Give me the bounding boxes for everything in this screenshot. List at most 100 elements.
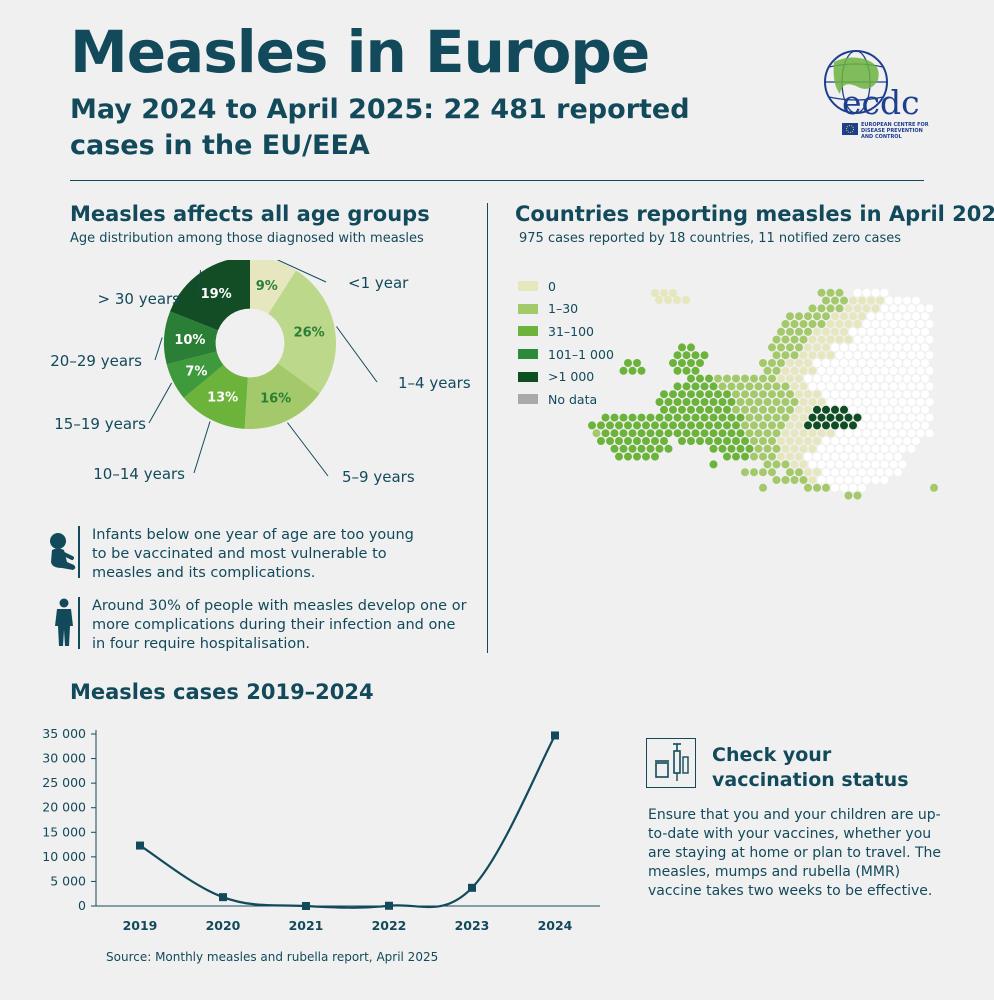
map-hex-cell bbox=[876, 405, 884, 414]
map-hex-cell bbox=[831, 327, 839, 336]
map-hex-cell bbox=[615, 421, 623, 430]
map-hex-cell bbox=[813, 452, 821, 461]
map-hex-cell bbox=[786, 312, 794, 321]
map-hex-cell bbox=[876, 374, 884, 383]
page-subtitle: May 2024 to April 2025: 22 481 reported … bbox=[70, 94, 690, 161]
legend-item: 0 bbox=[518, 275, 614, 298]
map-hex-cell bbox=[885, 390, 893, 399]
x-tick-label: 2021 bbox=[289, 918, 324, 933]
map-hex-cell bbox=[880, 398, 889, 406]
map-hex-cell bbox=[862, 460, 871, 469]
map-hex-cell bbox=[691, 398, 700, 406]
map-hex-cell bbox=[903, 312, 911, 321]
map-hex-cell bbox=[853, 320, 862, 328]
map-hex-cell bbox=[799, 460, 808, 469]
map-hex-cell bbox=[817, 366, 826, 375]
map-hex-cell bbox=[921, 312, 929, 321]
map-hex-cell bbox=[853, 304, 862, 313]
map-hex-cell bbox=[930, 483, 938, 492]
map-hex-cell bbox=[786, 452, 794, 461]
map-hex-cell bbox=[772, 444, 781, 453]
map-hex-cell bbox=[921, 327, 929, 336]
ecdc-logo: ecdc EUROPEAN CENTRE FOR DISEASE PREVENT… bbox=[820, 50, 930, 145]
map-hex-cell bbox=[867, 359, 875, 367]
map-hex-cell bbox=[831, 405, 839, 414]
map-hex-cell bbox=[858, 437, 866, 445]
map-hex-cell bbox=[655, 444, 664, 453]
map-hex-cell bbox=[741, 421, 749, 430]
map-hex-cell bbox=[772, 398, 781, 406]
map-hex-cell bbox=[894, 437, 902, 445]
infants-note: Infants below one year of age are too yo… bbox=[92, 527, 414, 581]
map-hex-cell bbox=[673, 351, 682, 360]
map-hex-cell bbox=[772, 382, 781, 391]
map-hex-cell bbox=[835, 460, 844, 469]
map-hex-cell bbox=[921, 405, 929, 414]
map-hex-cell bbox=[777, 327, 785, 336]
map-hex-cell bbox=[871, 366, 880, 375]
map-hex-cell bbox=[759, 359, 767, 367]
map-hex-cell bbox=[795, 405, 803, 414]
map-hex-cell bbox=[880, 366, 889, 375]
map-hex-cell bbox=[655, 413, 664, 422]
map-hex-cell bbox=[898, 398, 907, 406]
map-hex-cell bbox=[831, 483, 839, 492]
cases-line-chart: 35 000 30 000 25 000 20 000 15 000 10 000 5 00… bbox=[42, 726, 600, 933]
map-hex-cell bbox=[696, 390, 704, 399]
map-hex-cell bbox=[903, 437, 911, 445]
map-hex-cell bbox=[633, 452, 641, 461]
map-hex-cell bbox=[862, 304, 871, 313]
map-hex-cell bbox=[858, 312, 866, 321]
map-hex-cell bbox=[835, 335, 844, 344]
map-hex-cell bbox=[651, 437, 659, 445]
map-hex-cell bbox=[889, 398, 898, 406]
map-hex-cell bbox=[867, 327, 875, 336]
map-hex-cell bbox=[687, 437, 695, 445]
map-hex-cell bbox=[682, 413, 691, 422]
map-hex-cell bbox=[799, 320, 808, 328]
map-hex-cell bbox=[790, 476, 799, 484]
map-hex-cell bbox=[813, 437, 821, 445]
map-hex-cell bbox=[907, 444, 916, 453]
map-hex-cell bbox=[817, 288, 826, 297]
map-hex-cell bbox=[664, 429, 673, 438]
map-hex-cell bbox=[885, 359, 893, 367]
map-hex-cell bbox=[862, 366, 871, 375]
map-hex-cell bbox=[777, 343, 785, 352]
map-hex-cell bbox=[768, 468, 776, 477]
map-hex-cell bbox=[871, 398, 880, 406]
map-hex-cell bbox=[795, 390, 803, 399]
map-hex-cell bbox=[799, 429, 808, 438]
y-tick-label: 35 000 bbox=[42, 726, 86, 741]
map-hex-cell bbox=[817, 382, 826, 391]
map-hex-cell bbox=[687, 405, 695, 414]
map-section-title: Countries reporting measles in April 202… bbox=[515, 202, 994, 226]
map-hex-cell bbox=[673, 366, 682, 375]
map-hex-cell bbox=[597, 421, 605, 430]
map-hex-cell bbox=[804, 312, 812, 321]
map-hex-cell bbox=[822, 312, 830, 321]
map-hex-cell bbox=[831, 437, 839, 445]
donut-value-label: 7% bbox=[185, 364, 207, 379]
map-hex-cell bbox=[759, 483, 767, 492]
map-hex-cell bbox=[817, 476, 826, 484]
map-hex-cell bbox=[871, 304, 880, 313]
map-hex-cell bbox=[790, 398, 799, 406]
map-hex-cell bbox=[835, 444, 844, 453]
map-hex-cell bbox=[840, 421, 848, 430]
map-hex-cell bbox=[799, 444, 808, 453]
map-hex-cell bbox=[651, 452, 659, 461]
map-hex-cell bbox=[826, 413, 835, 422]
x-tick-label: 2022 bbox=[372, 918, 407, 933]
map-hex-cell bbox=[633, 359, 641, 367]
map-hex-cell bbox=[741, 390, 749, 399]
map-hex-cell bbox=[876, 452, 884, 461]
map-hex-cell bbox=[615, 452, 623, 461]
map-hex-cell bbox=[795, 468, 803, 477]
legend-item: 31–100 bbox=[518, 320, 614, 343]
map-hex-cell bbox=[781, 460, 790, 469]
map-hex-cell bbox=[876, 390, 884, 399]
map-hex-cell bbox=[727, 413, 736, 422]
map-hex-cell bbox=[808, 366, 817, 375]
map-hex-cell bbox=[664, 398, 673, 406]
